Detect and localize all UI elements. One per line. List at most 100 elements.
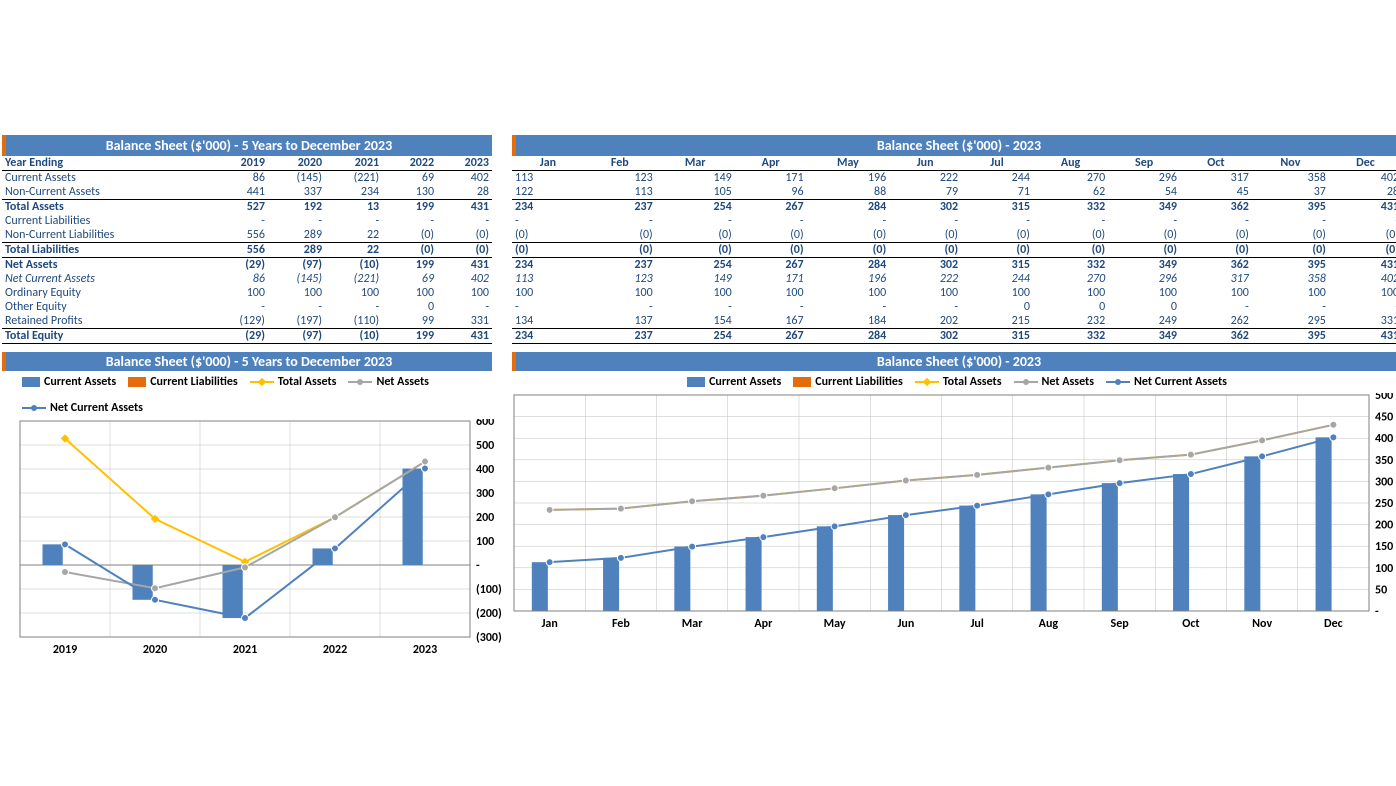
cell: 79 — [889, 185, 961, 200]
cell: 105 — [656, 185, 735, 200]
table-row: (0)(0)(0)(0)(0)(0)(0)(0)(0)(0)(0)(0) — [512, 243, 1396, 258]
cell: (29) — [211, 329, 268, 344]
cell: 332 — [1033, 258, 1108, 273]
row-label: Other Equity — [2, 300, 211, 314]
cell: (145) — [268, 171, 325, 186]
bar — [817, 526, 833, 611]
bar — [959, 506, 975, 611]
cell: 122 — [512, 185, 584, 200]
monthly-legend: Current AssetsCurrent LiabilitiesTotal A… — [512, 371, 1396, 393]
bar — [603, 558, 619, 611]
cell: - — [807, 300, 890, 314]
cell: (0) — [1033, 243, 1108, 258]
legend-label: Net Current Assets — [1134, 375, 1227, 389]
cell: 0 — [382, 300, 437, 314]
cell: 54 — [1108, 185, 1180, 200]
cell: 234 — [512, 258, 584, 273]
table-row: Other Equity---0- — [2, 300, 492, 314]
table-row: 113123149171196222244270296317358402 — [512, 171, 1396, 186]
cell: 284 — [807, 200, 890, 215]
cell: 22 — [325, 228, 382, 243]
legend-item: Net Current Assets — [22, 401, 143, 415]
cell: - — [211, 214, 268, 228]
cell: - — [1180, 214, 1252, 228]
cell: (0) — [1108, 243, 1180, 258]
bar — [1031, 494, 1047, 611]
column-header: 2020 — [268, 156, 325, 171]
cell: 332 — [1033, 200, 1108, 215]
cell: 171 — [735, 272, 807, 286]
cell: 395 — [1252, 329, 1329, 344]
cell: 113 — [512, 272, 584, 286]
bar — [43, 544, 63, 565]
svg-text:Aug: Aug — [1039, 617, 1059, 631]
svg-text:Sep: Sep — [1111, 617, 1130, 631]
svg-text:(200): (200) — [476, 607, 502, 621]
svg-text:200: 200 — [476, 511, 494, 525]
table-row: 234237254267284302315332349362395431 — [512, 258, 1396, 273]
cell: 358 — [1252, 272, 1329, 286]
svg-text:250: 250 — [1375, 497, 1393, 511]
cell: 317 — [1180, 171, 1252, 186]
cell: 222 — [889, 171, 961, 186]
cell: 149 — [656, 171, 735, 186]
cell: - — [211, 300, 268, 314]
svg-text:400: 400 — [476, 463, 494, 477]
cell: 331 — [1329, 314, 1396, 329]
cell: 284 — [807, 329, 890, 344]
cell: - — [512, 300, 584, 314]
cell: - — [268, 214, 325, 228]
table-row: 122113105968879716254453728 — [512, 185, 1396, 200]
row-label: Retained Profits — [2, 314, 211, 329]
cell: - — [268, 300, 325, 314]
legend-item: Net Assets — [348, 375, 429, 389]
table-row: Total Assets52719213199431 — [2, 200, 492, 215]
cell: 556 — [211, 228, 268, 243]
svg-text:Jul: Jul — [970, 617, 983, 631]
cell: - — [382, 214, 437, 228]
cell: 254 — [656, 329, 735, 344]
svg-text:300: 300 — [476, 487, 494, 501]
cell: (0) — [1108, 228, 1180, 243]
bar — [1316, 437, 1332, 611]
cell: 254 — [656, 258, 735, 273]
cell: 69 — [382, 272, 437, 286]
legend-label: Current Assets — [709, 375, 781, 389]
cell: - — [1252, 300, 1329, 314]
cell: 431 — [1329, 258, 1396, 273]
svg-text:100: 100 — [476, 535, 494, 549]
cell: - — [437, 214, 492, 228]
cell: 202 — [889, 314, 961, 329]
bar — [1102, 483, 1118, 611]
cell: 0 — [1108, 300, 1180, 314]
cell: 100 — [512, 286, 584, 300]
svg-text:-: - — [1375, 605, 1379, 619]
cell: 234 — [512, 200, 584, 215]
legend-item: Net Assets — [1014, 375, 1095, 389]
cell: 267 — [735, 329, 807, 344]
svg-text:2023: 2023 — [413, 643, 437, 657]
cell: 222 — [889, 272, 961, 286]
table-row: Retained Profits(129)(197)(110)99331 — [2, 314, 492, 329]
cell: 262 — [1180, 314, 1252, 329]
cell: (0) — [889, 228, 961, 243]
column-header: Jul — [961, 156, 1033, 171]
bar — [532, 562, 548, 611]
legend-label: Current Liabilities — [150, 375, 238, 389]
table-row: Total Equity(29)(97)(10)199431 — [2, 329, 492, 344]
cell: 100 — [382, 286, 437, 300]
cell: 215 — [961, 314, 1033, 329]
cell: (0) — [656, 243, 735, 258]
dashboard-container: Balance Sheet ($'000) - 5 Years to Decem… — [2, 135, 1394, 659]
table-row: Non-Current Liabilities55628922(0)(0) — [2, 228, 492, 243]
cell: 167 — [735, 314, 807, 329]
cell: (0) — [584, 243, 656, 258]
column-header: Feb — [584, 156, 656, 171]
cell: 45 — [1180, 185, 1252, 200]
cell: 431 — [437, 329, 492, 344]
cell: 349 — [1108, 258, 1180, 273]
right-panel: Balance Sheet ($'000) - 2023 JanFebMarAp… — [512, 135, 1396, 659]
column-header: Mar — [656, 156, 735, 171]
table-row: (0)(0)(0)(0)(0)(0)(0)(0)(0)(0)(0)(0) — [512, 228, 1396, 243]
cell: 100 — [1108, 286, 1180, 300]
